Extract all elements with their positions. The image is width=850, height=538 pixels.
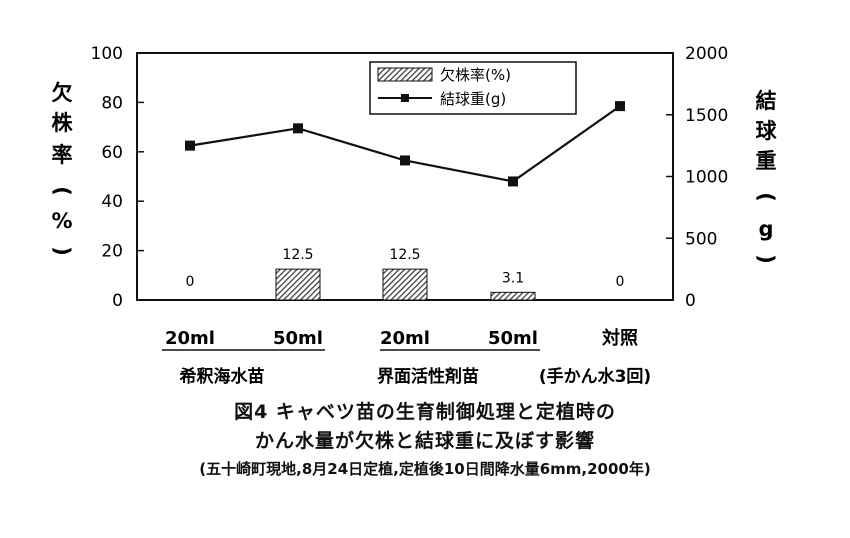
x-group-label-1: 界面活性剤苗 (377, 366, 479, 387)
y-right-tick-label: 1000 (685, 168, 728, 188)
y-right-title-char: ) (754, 254, 778, 264)
x-group-label-0: 希釈海水苗 (180, 366, 265, 387)
y-right-tick-label: 0 (685, 291, 696, 311)
legend-line-marker (401, 94, 409, 102)
legend-label-line: 結球重(g) (440, 90, 506, 108)
bar-1 (275, 268, 321, 301)
bar-data-label-4: 0 (616, 274, 625, 290)
y-right-title-char: ( (754, 192, 778, 202)
y-left-tick-label: 100 (91, 44, 123, 64)
y-right-title-char: g (758, 217, 773, 241)
y-left-title-char: % (51, 209, 72, 233)
line-point-0 (185, 140, 195, 151)
y-left-title-char: 欠 (52, 81, 73, 105)
line-point-1 (293, 123, 303, 134)
x-tick-label-1: 50ml (273, 328, 323, 349)
line-point-2 (400, 155, 410, 166)
x-group-label-2: (手かん水3回) (539, 366, 651, 387)
y-left-title-char: 率 (52, 143, 73, 167)
y-left-title-char: ) (50, 246, 74, 256)
combo-chart: 0 20 40 60 80 100 0 500 1000 1500 2000 0 12.5 12.5 3… (50, 44, 778, 387)
y-left-tick-label: 60 (101, 143, 123, 163)
bar-3 (490, 291, 536, 301)
x-tick-label-0: 20ml (165, 328, 215, 349)
x-tick-label-4: 対照 (601, 327, 638, 349)
caption-line-1: 図4 キャベツ苗の生育制御処理と定植時の (234, 401, 616, 423)
bar-data-label-1: 12.5 (282, 247, 313, 263)
y-right-title-char: 球 (756, 119, 778, 143)
x-tick-label-2: 20ml (380, 328, 430, 349)
bar-data-label-2: 12.5 (389, 247, 420, 263)
x-tick-label-3: 50ml (488, 328, 538, 349)
bar-data-label-3: 3.1 (502, 270, 524, 286)
y-right-tick-label: 1500 (685, 106, 728, 126)
y-left-tick-label: 80 (101, 93, 123, 113)
y-right-title-char: 重 (756, 149, 777, 173)
legend: 欠株率(%) 結球重(g) (369, 61, 577, 115)
legend-label-bar: 欠株率(%) (440, 66, 511, 84)
y-right-title-char: 結 (756, 89, 777, 113)
legend-bar-swatch (377, 67, 433, 82)
line-point-4 (615, 101, 625, 112)
bar-2 (382, 268, 428, 301)
bar-data-label-0: 0 (186, 274, 195, 290)
y-left-tick-label: 40 (101, 192, 123, 212)
y-left-title-char: ( (50, 186, 74, 196)
line-point-3 (508, 176, 518, 187)
y-left-tick-label: 20 (101, 242, 123, 262)
y-left-tick-label: 0 (112, 291, 123, 311)
y-right-tick-label: 2000 (685, 44, 728, 64)
caption-line-2: かん水量が欠株と結球重に及ぼす影響 (254, 430, 595, 452)
y-right-tick-label: 500 (685, 229, 717, 249)
y-left-title-char: 株 (52, 111, 74, 135)
line-series-path (189, 105, 621, 183)
caption-line-3: (五十崎町現地,8月24日定植,定植後10日間降水量6mm,2000年) (199, 460, 651, 478)
